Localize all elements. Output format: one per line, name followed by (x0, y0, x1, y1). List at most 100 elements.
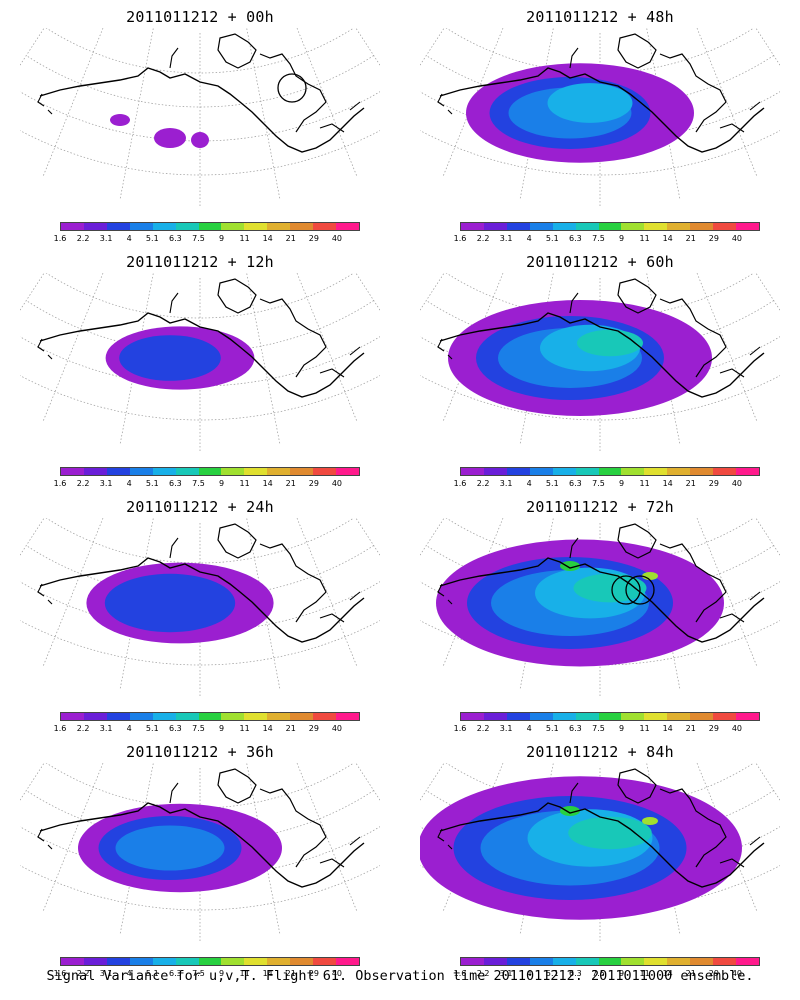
colorbar-swatch (336, 958, 359, 965)
variance-map (420, 518, 780, 698)
coastline-islands (437, 292, 761, 378)
colorbar-swatch (198, 958, 222, 965)
colorbar-swatch (83, 223, 107, 230)
colorbar-label: 4 (126, 479, 132, 488)
colorbar-swatch (61, 713, 84, 720)
colorbar-label: 6.3 (169, 969, 182, 978)
meridian-line (296, 518, 358, 668)
colorbar-label: 21 (285, 969, 296, 978)
meridian-line (296, 28, 358, 178)
colorbar-label: 21 (685, 479, 696, 488)
colorbar-label: 40 (731, 969, 743, 978)
colorbar-swatch (221, 223, 245, 230)
colorbar (460, 222, 760, 231)
colorbar-label: 40 (331, 479, 343, 488)
colorbar-label: 29 (708, 479, 719, 488)
colorbar-swatch (313, 713, 337, 720)
colorbar-label: 14 (262, 479, 273, 488)
colorbar-label: 2.2 (476, 234, 490, 243)
colorbar-label: 14 (662, 724, 673, 733)
colorbar-swatch (175, 958, 199, 965)
coastline-arctic (617, 768, 727, 868)
colorbar-label: 6.3 (169, 724, 182, 733)
meridian-line (355, 273, 380, 311)
coastline-arctic (217, 523, 327, 623)
colorbar-label: 9 (218, 234, 225, 243)
meridian-line (355, 763, 380, 801)
latitude-line (426, 55, 774, 108)
colorbar-label: 2.2 (76, 479, 90, 488)
variance-field (436, 539, 724, 667)
colorbar-swatch (552, 468, 576, 475)
colorbar (60, 467, 360, 476)
colorbar-swatch (667, 958, 691, 965)
colorbar-swatch (690, 223, 714, 230)
colorbar-swatch (152, 223, 176, 230)
colorbar-swatch (736, 223, 759, 230)
colorbar-label: 1.6 (453, 234, 467, 243)
colorbar-swatch (667, 713, 691, 720)
meridian-line (755, 763, 780, 801)
colorbar-swatch (552, 958, 576, 965)
colorbar-swatch (152, 958, 176, 965)
meridian-line (42, 273, 104, 423)
colorbar-label: 3.1 (99, 724, 113, 733)
meridian-line (20, 763, 45, 801)
map-panel: 2011011212 + 48h 1.6 2.2 3.1 4 5.1 6.3 7.5 9 11 14… (400, 0, 800, 245)
colorbar-labels: 1.6 2.2 3.1 4 5.1 6.3 7.5 9 11 14 21 29 40 (0, 724, 400, 736)
latitude-line (20, 865, 380, 911)
variance-field (110, 114, 209, 148)
meridian-line (296, 273, 358, 423)
colorbar-swatch (529, 468, 553, 475)
colorbar-swatch (483, 468, 507, 475)
colorbar-label: 11 (239, 479, 250, 488)
coastline (439, 802, 765, 888)
latitude-line (420, 620, 780, 666)
colorbar-label: 4 (526, 969, 532, 978)
variance-map (20, 273, 380, 453)
colorbar-label: 11 (239, 234, 250, 243)
colorbar-swatch (221, 468, 245, 475)
colorbar-swatch (552, 223, 576, 230)
colorbar-swatch (529, 223, 553, 230)
colorbar-label: 40 (731, 724, 743, 733)
variance-map (420, 763, 780, 943)
colorbar-swatch (244, 223, 268, 230)
colorbar-label: 4 (126, 724, 132, 733)
colorbar-label: 7.5 (592, 969, 605, 978)
colorbar-label: 3.1 (499, 969, 513, 978)
colorbar-label: 5.1 (545, 969, 559, 978)
colorbar-swatch (690, 468, 714, 475)
map-panel: 2011011212 + 60h 1.6 2.2 3.1 4 5.1 6.3 7.5 9 11 14… (400, 245, 800, 490)
colorbar-label: 5.1 (545, 724, 559, 733)
colorbar-label: 40 (731, 479, 743, 488)
colorbar-labels: 1.6 2.2 3.1 4 5.1 6.3 7.5 9 11 14 21 29 40 (400, 479, 800, 491)
colorbar-label: 5.1 (145, 724, 159, 733)
colorbar-label: 11 (239, 969, 250, 978)
colorbar-label: 29 (308, 724, 319, 733)
coastline-islands (37, 47, 361, 133)
colorbar-label: 14 (662, 969, 673, 978)
colorbar-label: 2.2 (476, 969, 490, 978)
colorbar-label: 40 (331, 724, 343, 733)
colorbar-swatch (152, 468, 176, 475)
colorbar-swatch (529, 958, 553, 965)
coastline-arctic (617, 278, 727, 378)
colorbar-swatch (575, 713, 599, 720)
variance-map (20, 28, 380, 208)
colorbar-swatch (244, 468, 268, 475)
colorbar-labels: 1.6 2.2 3.1 4 5.1 6.3 7.5 9 11 14 21 29 40 (0, 479, 400, 491)
colorbar-label: 1.6 (53, 724, 67, 733)
colorbar-swatch (598, 468, 622, 475)
colorbar-swatch (129, 468, 153, 475)
colorbar-label: 14 (262, 234, 273, 243)
colorbar-swatch (106, 713, 130, 720)
colorbar-label: 3.1 (499, 234, 513, 243)
coastline (39, 802, 365, 888)
colorbar-swatch (644, 468, 668, 475)
coastline (439, 67, 765, 153)
latitude-line (45, 273, 355, 319)
colorbar-label: 4 (526, 479, 532, 488)
meridian-line (755, 518, 780, 556)
colorbar-swatch (529, 713, 553, 720)
